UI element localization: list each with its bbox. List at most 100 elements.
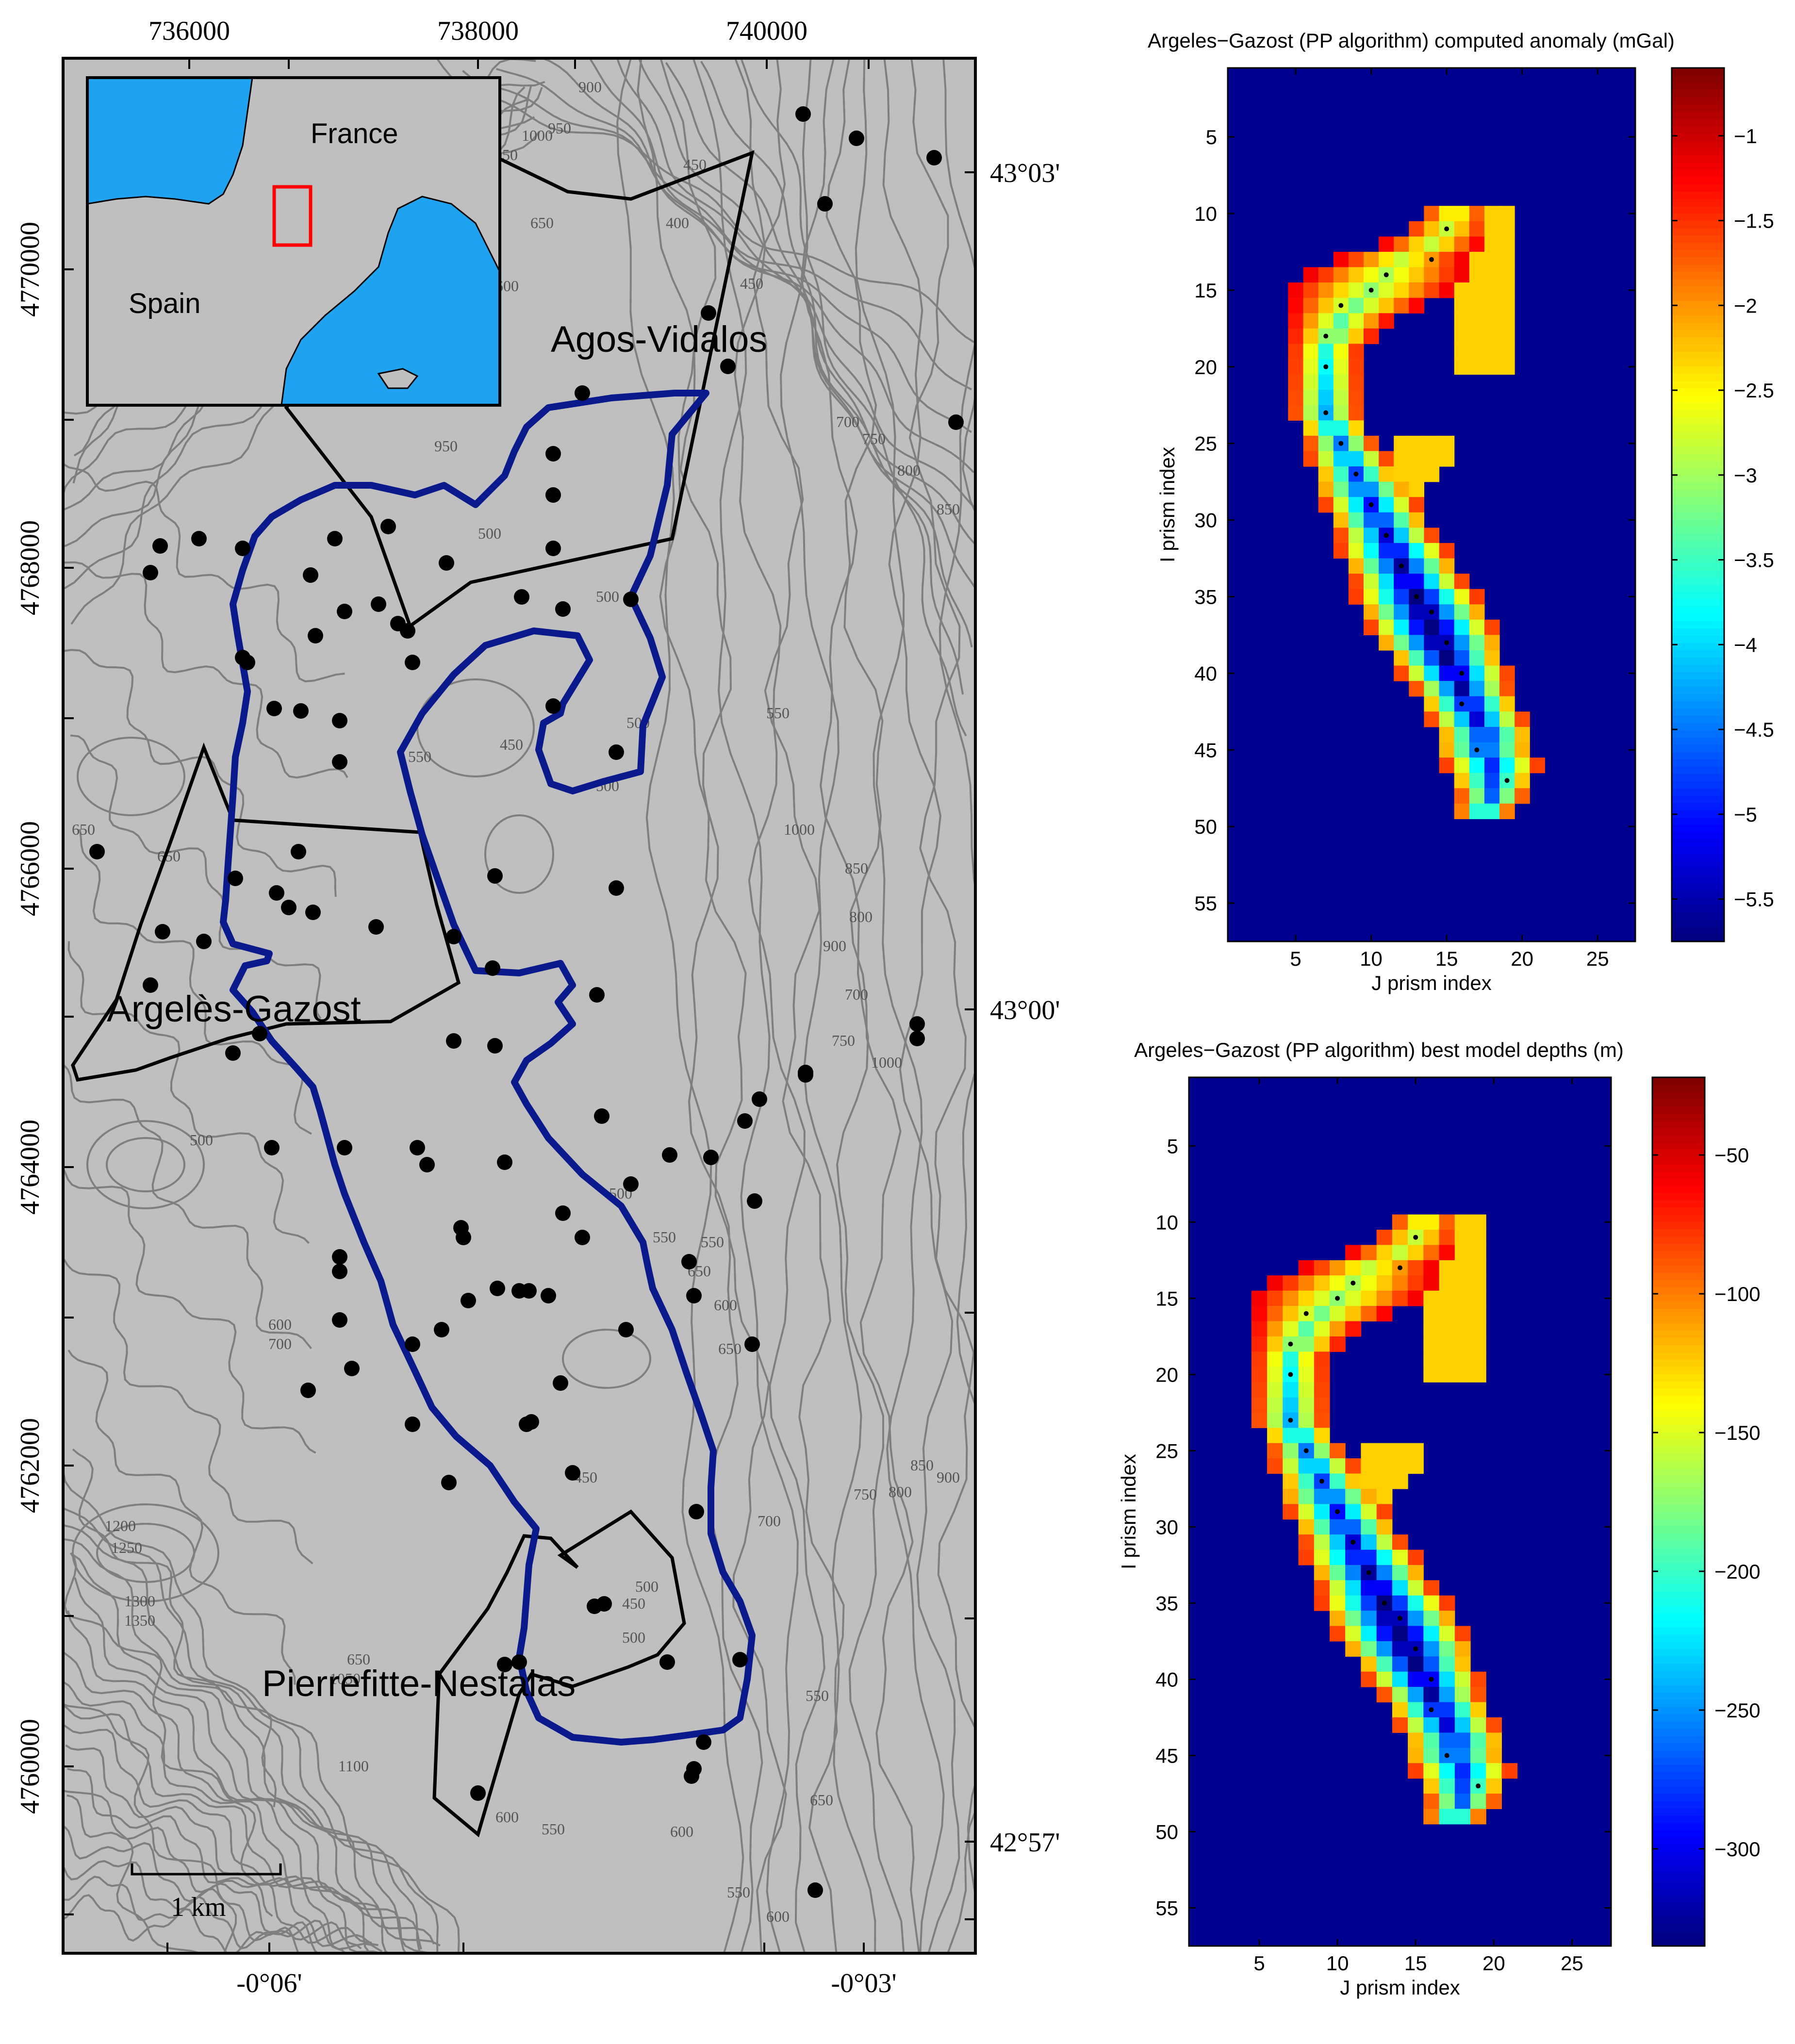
heatmap-cell [1314, 1565, 1330, 1581]
heatmap-station-dot [1288, 1372, 1293, 1377]
contour-line [780, 58, 876, 1953]
heatmap-frame [1227, 67, 1636, 942]
heatmap-cell [1394, 251, 1409, 268]
colorbar-segment [1652, 1823, 1705, 1831]
heatmap-cell [1379, 297, 1394, 313]
colorbar-segment [1672, 847, 1724, 855]
heatmap-cell [1314, 1397, 1330, 1413]
heatmap-cell [1454, 773, 1470, 789]
heatmap-cell [1348, 251, 1364, 268]
colorbar-segment [1652, 1518, 1705, 1527]
heatmap-cell [1376, 1519, 1393, 1535]
colorbar-segment [1672, 752, 1724, 760]
contour-label: 550 [727, 1883, 750, 1901]
heatmap-cell [1394, 297, 1409, 313]
colorbar-segment [1672, 672, 1724, 680]
gravity-station [490, 1281, 505, 1296]
colorbar-segment [1672, 818, 1724, 825]
heatmap-cell [1408, 1565, 1424, 1581]
heatmap-cell [1392, 1595, 1408, 1611]
colorbar-segment [1652, 1157, 1705, 1165]
heatmap-cell [1423, 1732, 1440, 1748]
gravity-station [380, 519, 396, 534]
heatmap-cell [1454, 1321, 1471, 1337]
heatmap-cell [1409, 558, 1424, 574]
heatmap-cell [1484, 221, 1500, 237]
x-axis-label: J prism index [1340, 1976, 1460, 1999]
heatmap-cell [1267, 1458, 1283, 1474]
heatmap-cell [1439, 711, 1455, 727]
heatmap-cell [1379, 543, 1394, 559]
heatmap-cell [1314, 1367, 1330, 1383]
heatmap-cell [1376, 1549, 1393, 1566]
heatmap-cell [1379, 497, 1394, 513]
heatmap-cell [1454, 803, 1470, 819]
heatmap-cell [1348, 267, 1364, 283]
colorbar-segment [1652, 1178, 1705, 1187]
heatmap-cell [1394, 665, 1409, 681]
contour-line [734, 58, 825, 1953]
colorbar-segment [1652, 1345, 1705, 1353]
contour-line [63, 1876, 320, 1953]
heatmap-cell [1314, 1412, 1330, 1428]
colorbar-segment [1672, 890, 1724, 898]
colorbar-segment [1672, 177, 1724, 185]
colorbar-segment [1652, 1794, 1705, 1802]
colorbar-segment [1652, 1091, 1705, 1100]
contour-label: 450 [622, 1595, 645, 1612]
heatmap-station-dot [1444, 1753, 1449, 1758]
colorbar-segment [1652, 1352, 1705, 1360]
heatmap-cell [1392, 1687, 1408, 1703]
heatmap-cell [1424, 589, 1440, 605]
contour-label: 950 [548, 119, 571, 137]
colorbar-segment [1672, 883, 1724, 891]
colorbar-segment [1672, 308, 1724, 316]
heatmap-cell [1424, 221, 1440, 237]
heatmap-cell [1379, 451, 1394, 467]
inset-study-area-box [272, 185, 313, 247]
colorbar-segment [1652, 1765, 1705, 1773]
heatmap-cell [1439, 1809, 1455, 1825]
contour-line [71, 1553, 441, 1946]
heatmap-cell [1318, 374, 1334, 390]
heatmap-cell [1499, 359, 1515, 375]
heatmap-station-dot [1414, 594, 1419, 599]
y-tick-label: 55 [1155, 1896, 1178, 1919]
heatmap-cell [1376, 1687, 1393, 1703]
heatmap-cell [1423, 1763, 1440, 1779]
heatmap-cell [1333, 497, 1349, 513]
colorbar-segment [1672, 534, 1724, 542]
y-tick-label: 20 [1194, 356, 1217, 379]
heatmap-cell [1470, 1321, 1486, 1337]
colorbar-segment [1672, 155, 1724, 163]
heatmap-cell [1394, 543, 1409, 559]
heatmap-cell [1454, 1352, 1471, 1368]
heatmap-cell [1379, 282, 1394, 298]
x-tick-label: 15 [1404, 1952, 1427, 1975]
heatmap-cell [1392, 1702, 1408, 1718]
heatmap-cell [1424, 635, 1440, 651]
heatmap-cell [1314, 1443, 1330, 1459]
gravity-station [303, 567, 318, 583]
colorbar-segment [1652, 1866, 1705, 1874]
heatmap-cell [1454, 1656, 1471, 1672]
heatmap-cell [1361, 1473, 1377, 1489]
colorbar-segment [1652, 1533, 1705, 1541]
colorbar-segment [1672, 75, 1724, 83]
heatmap-cell [1423, 1230, 1440, 1245]
colorbar-segment [1652, 1099, 1705, 1107]
heatmap-cell [1267, 1321, 1283, 1337]
colorbar-segment [1672, 563, 1724, 571]
heatmap-cell [1470, 1260, 1486, 1276]
heatmap-cell [1394, 236, 1409, 252]
heatmap-cell [1424, 466, 1440, 482]
gravity-station [565, 1465, 580, 1481]
contour-label: 1350 [124, 1612, 155, 1629]
contour-label: 1250 [111, 1539, 142, 1556]
colorbar-segment [1652, 1135, 1705, 1143]
gravity-station [703, 1150, 719, 1165]
contour-label: 600 [495, 1808, 519, 1826]
colorbar-segment [1672, 337, 1724, 345]
heatmap-station-dot [1288, 1418, 1293, 1423]
gravity-station [143, 565, 158, 580]
